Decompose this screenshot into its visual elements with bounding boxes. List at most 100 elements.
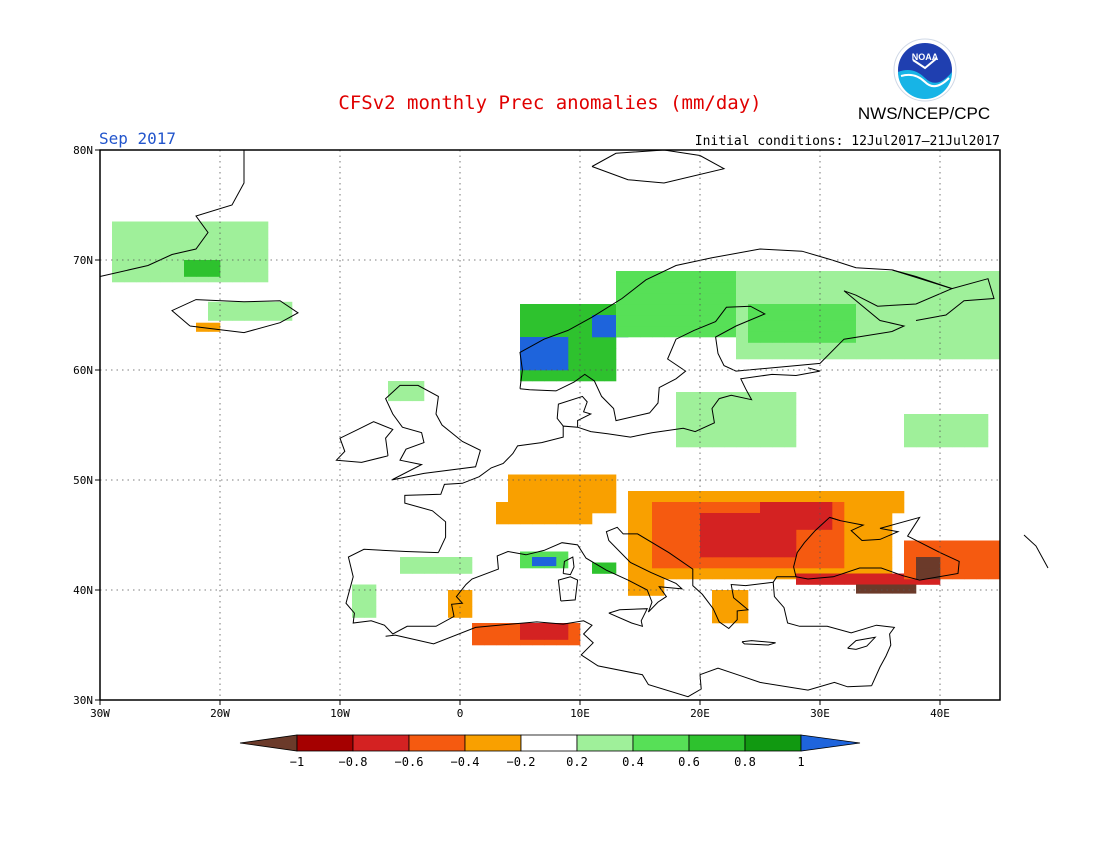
anomaly-cell-balkans-core <box>808 546 821 558</box>
coastline-black-sea-north <box>829 516 841 522</box>
anomaly-cell-finland-russia <box>748 293 761 305</box>
anomaly-cell-france-north <box>604 474 617 481</box>
anomaly-cell-turkey-east <box>928 540 941 547</box>
anomaly-cell-greenland-east <box>220 227 233 239</box>
anomaly-cell-greece <box>712 612 725 624</box>
anomaly-cell-finland-russia <box>832 282 845 294</box>
anomaly-cell-alps <box>496 513 509 525</box>
anomaly-cell-norway-west <box>544 370 557 382</box>
colorbar-swatch <box>464 734 522 752</box>
lon-tick-label: 20E <box>690 707 710 720</box>
anomaly-cell-balkans-east <box>880 557 893 569</box>
anomaly-cell-russia-west <box>964 414 977 426</box>
map-frame <box>99 149 1001 701</box>
anomaly-cell-spain-north <box>460 557 473 563</box>
anomaly-cell-greenland-east <box>148 249 161 261</box>
anomaly-cell-russia-north <box>868 293 881 305</box>
anomaly-cell-algeria-strong <box>532 628 545 640</box>
anomaly-cell-scandinavia-north <box>664 304 677 316</box>
anomaly-cell-scandinavia-north <box>712 282 725 294</box>
anomaly-cell-france-north <box>592 502 605 514</box>
anomaly-cell-scandinavia-north <box>628 282 641 294</box>
anomaly-cell-russia-west <box>952 414 965 426</box>
anomaly-cell-norway-west <box>604 348 617 360</box>
anomaly-cell-balkans-core <box>652 524 665 536</box>
anomaly-cell-baltic <box>712 425 725 437</box>
anomaly-cell-finland-core <box>748 331 761 343</box>
anomaly-cell-russia-north <box>988 337 1001 349</box>
anomaly-cell-norway-west <box>580 326 593 338</box>
anomaly-cell-algeria-tunisia <box>568 634 581 646</box>
anomaly-cell-iceland <box>220 309 233 321</box>
anomaly-cell-norway-west <box>556 370 569 382</box>
anomaly-cell-finland-core <box>832 320 845 332</box>
anomaly-cell-scandinavia-north <box>640 271 653 283</box>
anomaly-cell-greenland-east <box>244 260 257 272</box>
anomaly-cell-finland-russia <box>832 348 845 360</box>
anomaly-cell-balkans-strong <box>736 513 749 525</box>
anomaly-cell-romania <box>796 518 809 530</box>
anomaly-cell-balkans-core <box>748 557 761 569</box>
coastline-crete <box>741 640 776 646</box>
anomaly-cell-finland-russia <box>760 271 773 283</box>
anomaly-cell-norway-north <box>592 326 605 338</box>
anomaly-cell-alps <box>532 513 545 525</box>
anomaly-cell-finland-core <box>832 309 845 321</box>
anomaly-cell-baltic <box>784 425 797 437</box>
anomaly-cell-russia-north <box>904 304 917 316</box>
anomaly-cell-balkans-east <box>868 513 881 525</box>
anomaly-cell-norway-west <box>568 370 581 382</box>
anomaly-cell-baltic <box>760 414 773 426</box>
colorbar <box>239 734 861 752</box>
anomaly-cell-russia-north <box>988 326 1001 338</box>
anomaly-cell-russia-north <box>988 304 1001 316</box>
latitude-labels: 80N 70N 60N 50N 40N 30N <box>73 144 100 707</box>
anomaly-cell-balkans-east <box>640 491 653 503</box>
anomaly-cell-balkans-east <box>808 491 821 503</box>
anomaly-cell-algeria-tunisia <box>472 634 485 646</box>
anomaly-cell-balkans-strong <box>700 524 713 536</box>
anomaly-cell-romania <box>760 502 773 508</box>
colorbar-swatch <box>632 734 690 752</box>
anomaly-cell-scandinavia-north <box>628 304 641 316</box>
anomaly-cell-balkans-east <box>844 513 857 525</box>
anomaly-cell-greenland-east-strong <box>184 265 197 277</box>
anomaly-cell-baltic <box>724 436 737 448</box>
anomaly-cell-anatolia-brown <box>880 584 893 594</box>
anomaly-cell-norway-coast <box>556 359 569 371</box>
anomaly-cell-spain-north <box>400 557 413 563</box>
anomaly-cell-turkey-east <box>976 546 989 558</box>
anomaly-cell-finland-russia <box>832 293 845 305</box>
anomaly-cell-balkans-core <box>832 513 845 525</box>
anomaly-cell-iceland <box>220 301 233 310</box>
anomaly-cell-finland-russia <box>772 348 785 360</box>
anomaly-cell-russia-north <box>928 293 941 305</box>
anomaly-cell-finland-russia <box>784 271 797 283</box>
colorbar-arrow-low <box>239 734 298 752</box>
anomaly-cell-greenland-east <box>208 227 221 239</box>
anomaly-cell-romania-east <box>868 502 881 514</box>
anomaly-cell-france-north <box>544 474 557 481</box>
anomaly-cell-russia-north <box>940 315 953 327</box>
anomaly-cell-baltic <box>748 436 761 448</box>
anomaly-cell-norway-coast <box>532 348 545 360</box>
anomaly-cell-balkans-strong <box>760 546 773 558</box>
anomaly-cell-norway-west <box>580 304 593 316</box>
anomaly-cell-finland-russia <box>736 304 749 316</box>
anomaly-cell-balkans-strong <box>724 546 737 558</box>
anomaly-cell-balkans-core <box>652 502 665 514</box>
anomaly-cell-norway-west <box>556 326 569 338</box>
anomaly-cell-finland-core <box>772 320 785 332</box>
anomaly-cell-norway-west <box>604 337 617 349</box>
anomaly-cell-finland-core <box>808 320 821 332</box>
anomaly-cell-scandinavia-north <box>688 315 701 327</box>
anomaly-cell-norway-west <box>568 326 581 338</box>
anomaly-cell-russia-north <box>952 304 965 316</box>
anomaly-cell-balkans-east <box>640 524 653 536</box>
anomaly-cell-caucasus <box>916 557 929 569</box>
anomaly-cell-norway-west <box>556 304 569 316</box>
anomaly-cell-scandinavia-north <box>652 282 665 294</box>
anomaly-cell-russia-north <box>892 315 905 327</box>
anomaly-cell-balkans-east <box>688 568 701 580</box>
anomaly-cell-alps <box>532 502 545 514</box>
